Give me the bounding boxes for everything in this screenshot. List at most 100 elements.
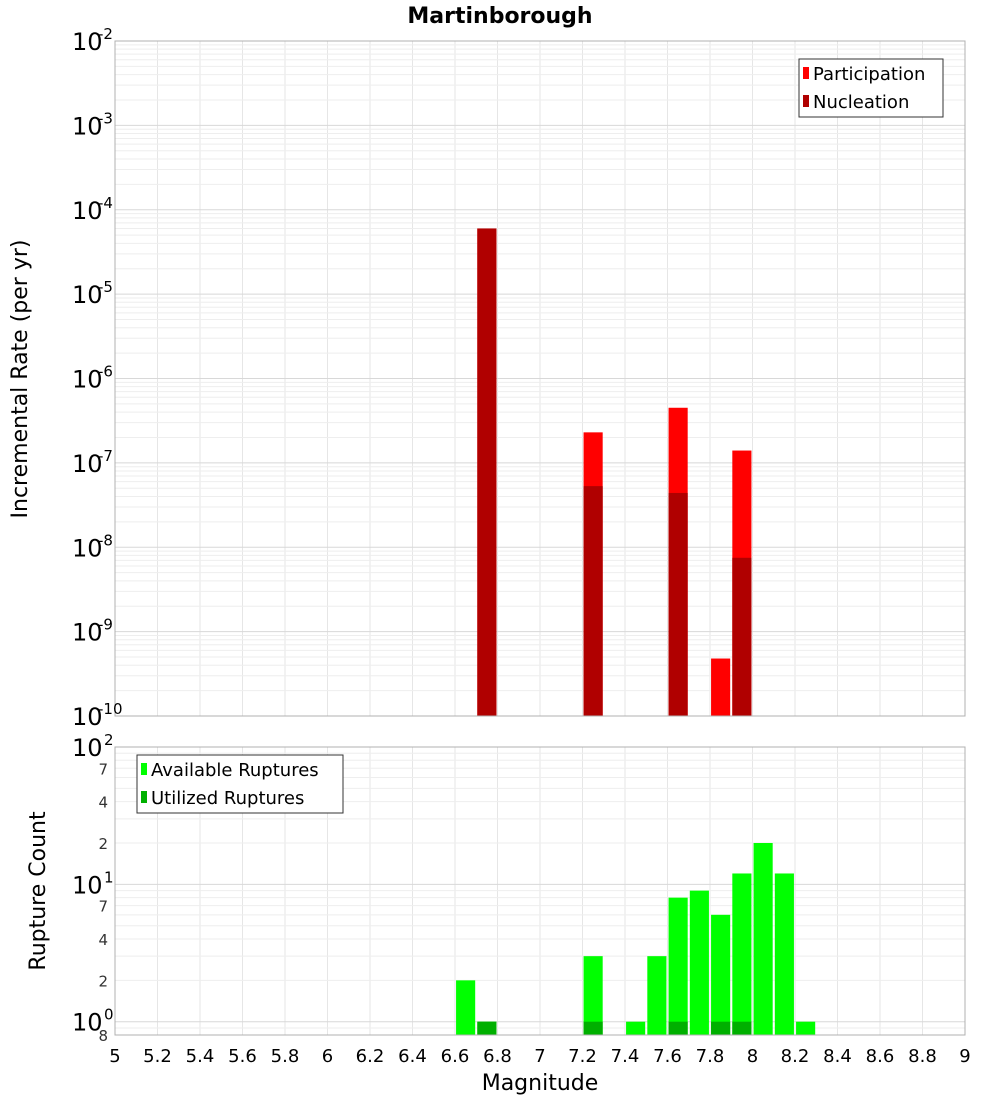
top-y-axis-label: Incremental Rate (per yr) [8,240,33,519]
x-tick-label: 8.2 [781,1046,810,1067]
bottom-y-minor-tick-label: 7 [98,898,108,916]
nucleation-bar [477,228,497,716]
bottom-legend: Available Ruptures Utilized Ruptures [136,754,344,814]
y-tick-base: 10 [72,534,103,562]
y-tick-base: 10 [72,450,103,478]
nucleation-bar [583,486,603,716]
nucleation-bar [668,492,688,716]
bottom-grid [114,746,966,1036]
y-tick-exponent: -9 [98,616,113,634]
top-legend: Participation Nucleation [798,58,944,118]
y-tick-exponent: -2 [98,25,113,43]
y-tick-exponent: -7 [98,447,113,465]
bottom-y-major-tick-label: 10 0 [72,1006,114,1037]
top-legend-box [798,58,944,118]
x-tick-label: 5.6 [228,1046,257,1067]
top-y-tick-label: 10-10 [72,700,123,731]
legend-label-nucleation: Nucleation [813,92,909,113]
x-tick-label: 5.2 [143,1046,172,1067]
participation-bar [711,658,731,716]
y-tick-base: 10 [72,281,103,309]
y-tick-exponent: 2 [104,731,114,749]
x-tick-label: 7.4 [611,1046,640,1067]
bottom-y-minor-tick-label: 4 [98,931,108,949]
x-tick-label: 9 [959,1046,970,1067]
bottom-y-minor-tick-label: 4 [98,794,108,812]
top-grid [114,41,966,717]
y-tick-exponent: -5 [98,278,113,296]
y-tick-base: 10 [72,619,103,647]
legend-swatch-participation [803,67,809,79]
x-tick-label: 8 [747,1046,758,1067]
x-tick-label: 6.6 [441,1046,470,1067]
y-tick-exponent: -6 [98,363,113,381]
available-ruptures-bar [689,890,709,1035]
bottom-plot-frame [114,746,966,1036]
x-tick-label: 8.4 [823,1046,852,1067]
x-tick-label: 8.6 [866,1046,895,1067]
y-tick-base: 10 [72,197,103,225]
top-bars [477,228,752,716]
bottom-y-major-tick-label: 10 2 [72,731,114,762]
top-y-tick-label: 10-8 [72,531,113,562]
legend-label-available-ruptures: Available Ruptures [151,760,319,781]
legend-label-utilized-ruptures: Utilized Ruptures [151,788,304,809]
top-y-tick-label: 10-6 [72,363,113,394]
available-ruptures-bar [626,1021,646,1035]
legend-swatch-available-ruptures [141,763,147,775]
legend-label-participation: Participation [813,64,925,85]
top-y-tick-label: 10-7 [72,447,113,478]
bottom-y-axis-label: Rupture Count [26,811,51,971]
utilized-ruptures-bar [668,1021,688,1035]
bottom-y-minor-tick-label: 2 [98,835,108,853]
bottom-y-minor-tick-label: 8 [98,1027,108,1045]
bottom-y-minor-tick-label: 2 [98,972,108,990]
bottom-bars [456,843,816,1035]
y-tick-exponent: -3 [98,109,113,127]
utilized-ruptures-bar [583,1021,603,1035]
y-tick-base: 10 [72,871,103,899]
nucleation-bar [732,557,752,716]
y-tick-exponent: -10 [98,700,123,718]
x-tick-labels: 5 5.2 5.4 5.6 5.8 6 6.2 6.4 6.6 6.8 7 7.2 7.4 7.6 7.8 8… [109,1046,970,1067]
x-tick-label: 5.4 [186,1046,215,1067]
available-ruptures-bar [796,1021,816,1035]
x-tick-label: 7 [534,1046,545,1067]
y-tick-exponent: 0 [104,1006,114,1024]
legend-swatch-nucleation [803,95,809,107]
x-tick-label: 6 [322,1046,333,1067]
y-tick-base: 10 [72,366,103,394]
x-tick-label: 5.8 [271,1046,300,1067]
utilized-ruptures-bar [477,1021,497,1035]
available-ruptures-bar [456,980,476,1035]
available-ruptures-bar [711,914,731,1035]
top-y-tick-label: 10-4 [72,194,113,225]
bottom-y-minor-tick-label: 7 [98,760,108,778]
x-tick-label: 6.2 [356,1046,385,1067]
y-tick-exponent: 1 [104,868,114,886]
x-tick-label: 7.2 [568,1046,597,1067]
y-tick-base: 10 [72,28,103,56]
x-axis-label: Magnitude [482,1071,599,1096]
x-tick-label: 8.8 [908,1046,937,1067]
y-tick-base: 10 [72,1009,103,1037]
available-ruptures-bar [583,956,603,1035]
chart-title: Martinborough [407,4,592,29]
available-ruptures-bar [647,956,667,1035]
x-tick-label: 6.4 [398,1046,427,1067]
available-ruptures-bar [668,897,688,1035]
x-tick-label: 7.8 [696,1046,725,1067]
legend-swatch-utilized-ruptures [141,791,147,803]
x-tick-label: 5 [109,1046,120,1067]
utilized-ruptures-bar [732,1021,752,1035]
x-tick-label: 7.6 [653,1046,682,1067]
bottom-y-major-tick-label: 10 1 [72,868,114,899]
utilized-ruptures-bar [711,1021,731,1035]
y-tick-base: 10 [72,734,103,762]
available-ruptures-bar [753,843,773,1035]
top-y-tick-label: 10-3 [72,109,113,140]
y-tick-exponent: -4 [98,194,113,212]
